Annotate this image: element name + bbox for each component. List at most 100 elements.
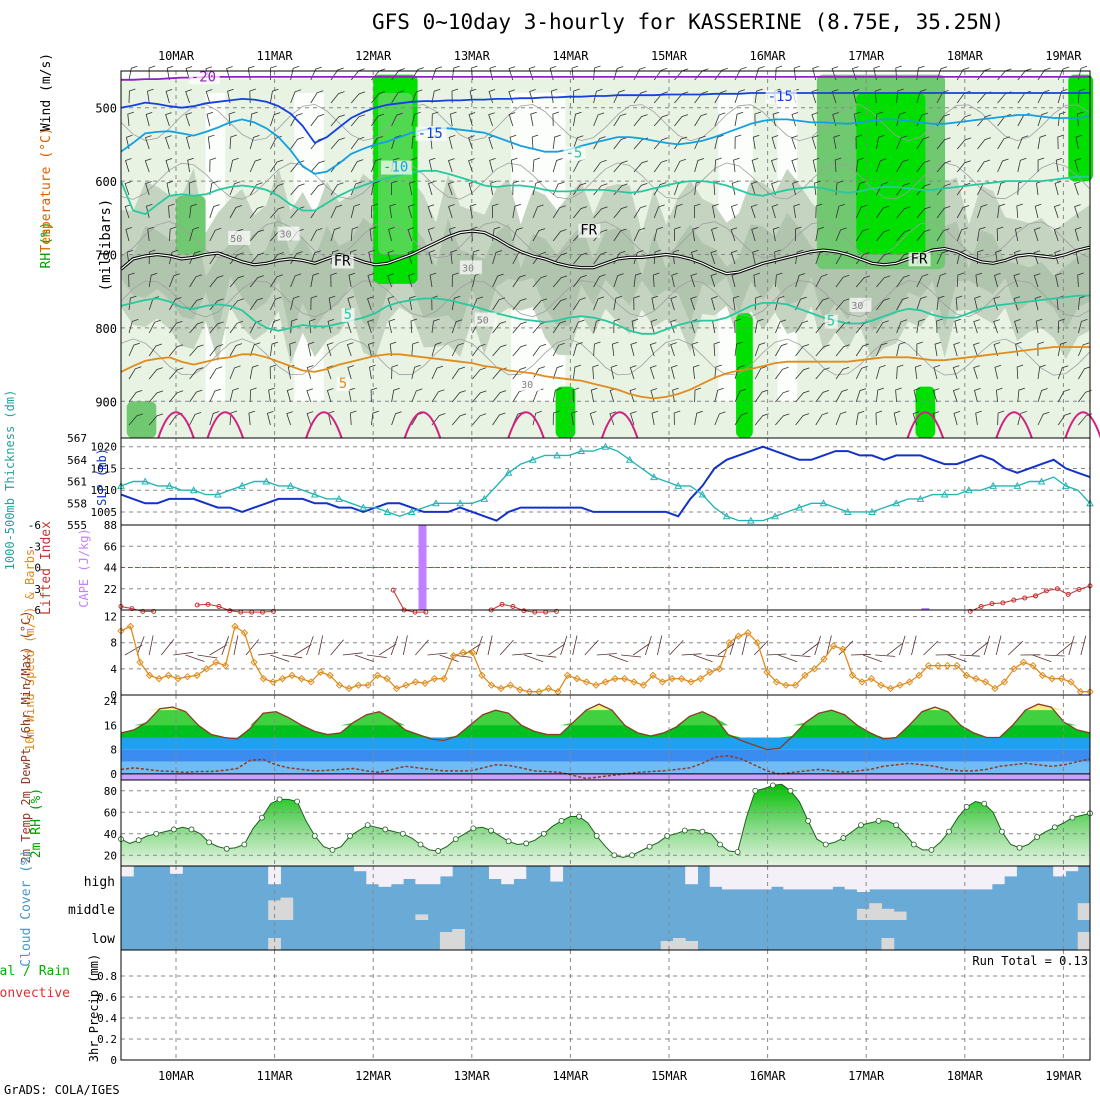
wind-barb bbox=[128, 65, 138, 81]
wind-barb bbox=[249, 387, 257, 403]
wind-barb bbox=[512, 203, 522, 219]
wind-barb bbox=[472, 367, 487, 380]
date-label-top: 14MAR bbox=[552, 49, 589, 63]
wind-barb bbox=[653, 249, 662, 265]
wind-barb bbox=[573, 342, 583, 357]
temp-tick-label: 24 bbox=[104, 695, 118, 708]
cloud-gap bbox=[783, 866, 797, 890]
temp-contour--5 bbox=[120, 169, 1090, 216]
rh-marker bbox=[540, 830, 547, 837]
rh-marker bbox=[910, 841, 917, 848]
wind-barb bbox=[573, 252, 588, 265]
thickness-marker bbox=[650, 473, 658, 481]
wind-speed-marker bbox=[573, 674, 581, 683]
thickness-marker bbox=[1061, 481, 1070, 489]
wind-barb bbox=[326, 342, 334, 357]
rh-marker bbox=[364, 822, 371, 829]
rh-marker bbox=[822, 841, 829, 848]
wind-barb bbox=[450, 249, 457, 265]
surface-wind-barb bbox=[512, 652, 533, 656]
surface-wind-barb bbox=[1080, 635, 1087, 656]
wind-speed-marker bbox=[240, 629, 249, 637]
wind-barb bbox=[733, 157, 740, 173]
wind-speed-marker bbox=[1029, 661, 1037, 670]
wind-barb bbox=[169, 273, 180, 288]
wind-barb bbox=[148, 343, 163, 357]
wind-barb bbox=[169, 226, 177, 242]
wind-barb bbox=[731, 273, 739, 288]
rh-marker bbox=[223, 845, 230, 852]
wind-speed-marker bbox=[943, 661, 952, 670]
contour-label-bg bbox=[563, 146, 586, 161]
surface-wind-barb bbox=[632, 643, 650, 656]
wind-barb bbox=[330, 227, 341, 242]
precip-legend-label: Total / Rain bbox=[0, 964, 70, 979]
wind-barb bbox=[370, 387, 378, 403]
temp-contour-15 bbox=[507, 411, 545, 439]
cloud-gap bbox=[439, 866, 453, 877]
wind-barb bbox=[492, 344, 507, 357]
wind-speed-marker bbox=[1000, 678, 1009, 686]
cloud-cell bbox=[452, 929, 465, 950]
wind-barb bbox=[936, 250, 949, 265]
wind-barb bbox=[447, 158, 455, 173]
wind-barb bbox=[552, 134, 561, 150]
wind-barb bbox=[609, 411, 617, 426]
wind-barb bbox=[290, 273, 302, 288]
wind-barb bbox=[350, 226, 359, 242]
wind-speed-marker bbox=[307, 678, 315, 686]
thickness-tick-label: 564 bbox=[67, 454, 87, 467]
thickness-marker bbox=[432, 499, 440, 507]
wind-barb bbox=[552, 158, 563, 173]
wind-barb bbox=[209, 388, 222, 403]
surface-wind-barb bbox=[862, 654, 883, 663]
wind-barb bbox=[125, 134, 133, 150]
pressure-tick-label: 900 bbox=[95, 395, 117, 409]
wind-speed-marker bbox=[478, 671, 486, 680]
surface-wind-barb bbox=[766, 653, 787, 656]
wind-barb bbox=[209, 411, 220, 426]
wind-barb bbox=[631, 318, 639, 334]
wind-barb bbox=[754, 366, 767, 380]
wind-barb bbox=[652, 272, 660, 288]
wind-barb bbox=[770, 158, 778, 173]
lifted-index-marker bbox=[1011, 597, 1017, 603]
wind-barb bbox=[649, 342, 657, 357]
surface-wind-barb bbox=[160, 639, 175, 656]
wind-barb bbox=[390, 180, 398, 196]
panel-bg-precip bbox=[121, 950, 1090, 1060]
wind-barb bbox=[189, 344, 204, 357]
pressure-tick-label: 500 bbox=[95, 102, 117, 116]
wind-barb bbox=[532, 366, 546, 380]
wind-barb bbox=[1053, 204, 1061, 219]
axis-label: CAPE (J/kg) bbox=[77, 528, 91, 607]
wind-barb bbox=[290, 136, 304, 150]
surface-wind-barb bbox=[923, 640, 939, 656]
wind-barb bbox=[411, 341, 419, 357]
thickness-marker bbox=[1013, 481, 1022, 489]
wind-barb bbox=[164, 135, 172, 150]
wind-barb bbox=[775, 272, 783, 288]
wind-barb bbox=[310, 160, 325, 173]
rh-marker bbox=[399, 830, 406, 837]
wind-speed-marker bbox=[905, 678, 914, 686]
wind-barb bbox=[916, 296, 927, 311]
wind-barb bbox=[169, 367, 184, 380]
wind-barb bbox=[330, 272, 337, 288]
temp-contour-15 bbox=[906, 411, 945, 439]
surface-wind-barb bbox=[838, 640, 854, 656]
wind-barb bbox=[692, 226, 699, 242]
wind-speed-marker bbox=[896, 681, 904, 689]
surface-wind-barb bbox=[524, 654, 544, 663]
contour-label-bg bbox=[228, 231, 251, 246]
surface-wind-barb bbox=[402, 635, 408, 656]
axis-label: Lifted Index bbox=[39, 521, 54, 615]
surface-wind-barb bbox=[306, 636, 314, 656]
wind-barb bbox=[795, 249, 804, 265]
wind-barb bbox=[795, 367, 810, 380]
wind-barb bbox=[206, 111, 214, 127]
wind-barb bbox=[835, 227, 847, 242]
cloud-gap bbox=[390, 866, 404, 885]
date-label-top: 12MAR bbox=[355, 49, 392, 63]
